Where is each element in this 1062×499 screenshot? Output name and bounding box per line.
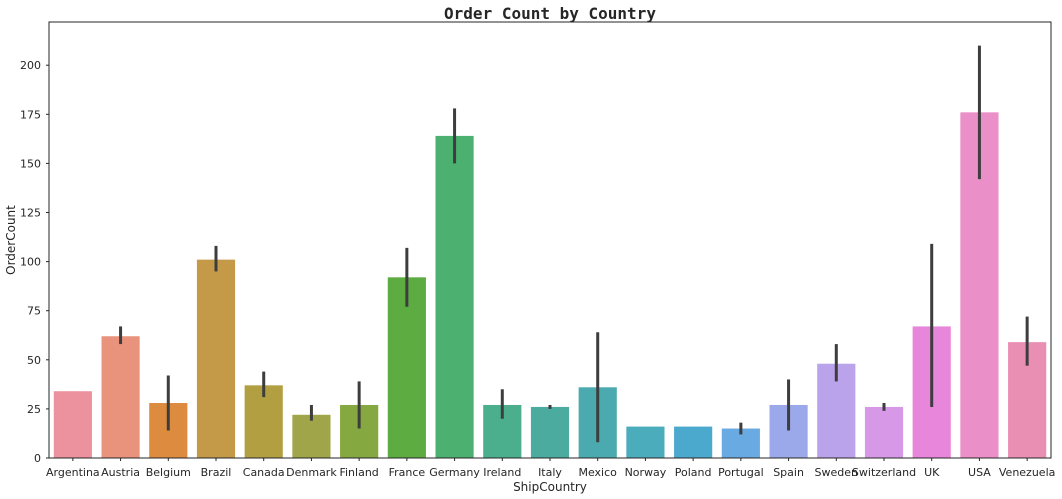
x-tick-label: USA bbox=[968, 466, 991, 479]
y-tick-label: 175 bbox=[20, 108, 41, 121]
bar-brazil bbox=[196, 259, 236, 458]
bar-denmark bbox=[292, 414, 331, 458]
y-axis: 0 25 50 75 100 125 150 175 200 bbox=[20, 59, 49, 465]
x-axis-label: ShipCountry bbox=[513, 480, 587, 494]
bar-argentina bbox=[53, 391, 92, 458]
x-tick-label: Spain bbox=[773, 466, 804, 479]
y-tick-label: 0 bbox=[34, 452, 41, 465]
x-tick-label: Denmark bbox=[286, 466, 337, 479]
x-tick-label: Ireland bbox=[483, 466, 521, 479]
y-axis-label: OrderCount bbox=[4, 205, 18, 275]
y-tick-label: 125 bbox=[20, 207, 41, 220]
x-tick-label: Brazil bbox=[201, 466, 232, 479]
error-bars bbox=[119, 45, 1029, 443]
x-tick-label: Switzerland bbox=[852, 466, 916, 479]
y-tick-label: 75 bbox=[27, 305, 41, 318]
chart-title: Order Count by Country bbox=[444, 4, 656, 23]
bar-italy bbox=[530, 406, 570, 458]
x-tick-label: Belgium bbox=[146, 466, 191, 479]
x-axis: Argentina Austria Belgium Brazil Canada Denma… bbox=[46, 458, 1055, 479]
bar-poland bbox=[674, 426, 713, 458]
x-tick-label: Mexico bbox=[578, 466, 617, 479]
x-tick-label: Poland bbox=[675, 466, 712, 479]
bars bbox=[53, 112, 1047, 458]
x-tick-label: Portugal bbox=[718, 466, 764, 479]
bar-norway bbox=[626, 426, 665, 458]
bar-france bbox=[387, 277, 426, 458]
x-tick-label: Argentina bbox=[46, 466, 100, 479]
x-tick-label: Venezuela bbox=[999, 466, 1056, 479]
bar-germany bbox=[435, 135, 474, 458]
y-tick-label: 25 bbox=[27, 403, 41, 416]
bar-austria bbox=[101, 336, 140, 458]
x-tick-label: Austria bbox=[101, 466, 140, 479]
x-tick-label: Canada bbox=[243, 466, 285, 479]
x-tick-label: Norway bbox=[625, 466, 667, 479]
x-tick-label: Italy bbox=[538, 466, 562, 479]
x-tick-label: UK bbox=[924, 466, 940, 479]
y-tick-label: 100 bbox=[20, 256, 41, 269]
x-tick-label: Finland bbox=[339, 466, 378, 479]
x-tick-label: Sweden bbox=[815, 466, 858, 479]
bar-canada bbox=[244, 385, 283, 458]
y-tick-label: 50 bbox=[27, 354, 41, 367]
x-tick-label: France bbox=[389, 466, 426, 479]
y-tick-label: 150 bbox=[20, 157, 41, 170]
bar-switzerland bbox=[864, 406, 904, 458]
x-tick-label: Germany bbox=[429, 466, 480, 479]
y-tick-label: 200 bbox=[20, 59, 41, 72]
